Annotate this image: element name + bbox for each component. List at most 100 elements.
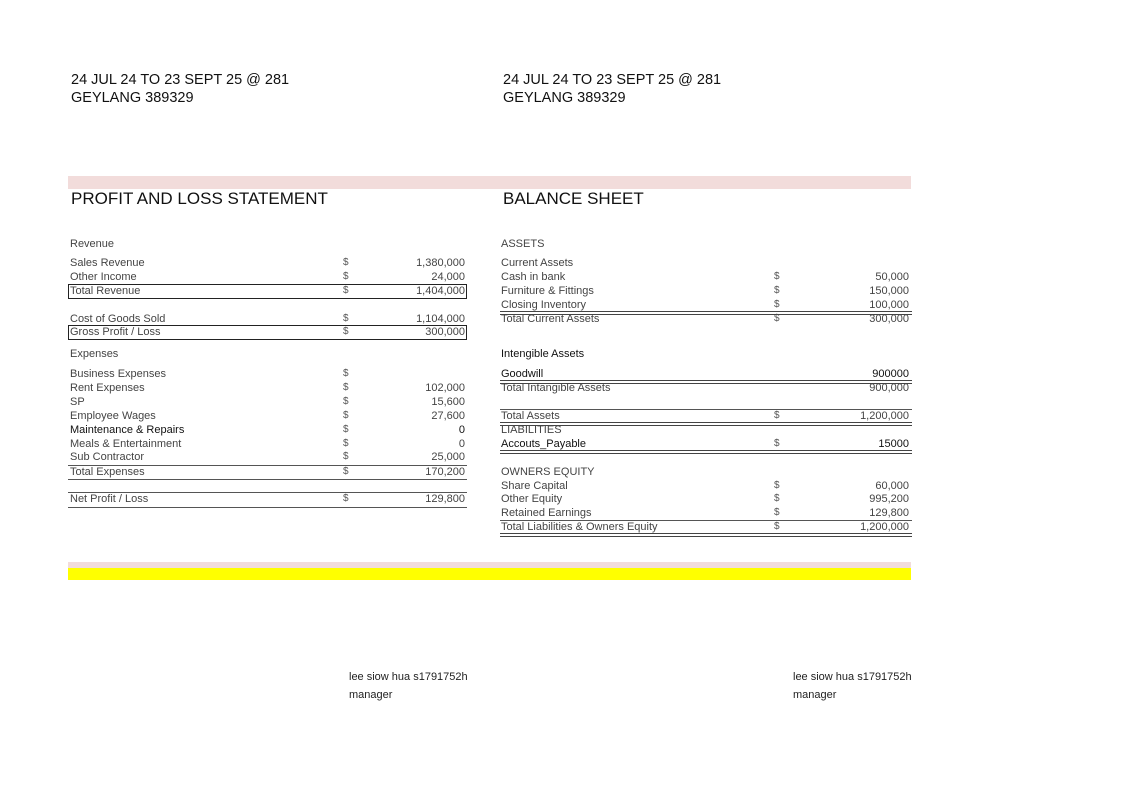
row-label: Meals & Entertainment — [70, 438, 182, 450]
header-left: 24 JUL 24 TO 23 SEPT 25 @ 281 GEYLANG 38… — [71, 71, 289, 107]
row-label: Total Liabilities & Owners Equity — [501, 521, 658, 533]
row-label: Gross Profit / Loss — [70, 326, 161, 338]
currency-symbol: $ — [343, 271, 349, 282]
table-row: ASSETS — [499, 237, 911, 251]
row-value: 129,800 — [869, 507, 909, 519]
row-label: Employee Wages — [70, 410, 156, 422]
header-right: 24 JUL 24 TO 23 SEPT 25 @ 281 GEYLANG 38… — [503, 71, 721, 107]
row-label: Expenses — [70, 348, 119, 360]
row-label: Furniture & Fittings — [501, 285, 594, 297]
row-label: Retained Earnings — [501, 507, 592, 519]
table-row: Cost of Goods Sold $1,104,000 — [68, 312, 467, 326]
row-value: 27,600 — [431, 410, 465, 422]
currency-symbol: $ — [774, 480, 780, 491]
currency-symbol: $ — [774, 493, 780, 504]
row-value: 102,000 — [425, 382, 465, 394]
currency-symbol: $ — [774, 521, 780, 532]
rule — [500, 422, 912, 426]
row-label: Cost of Goods Sold — [70, 313, 166, 325]
table-row: LIABILITIES — [499, 423, 911, 437]
table-row: Meals & Entertainment $0 — [68, 437, 467, 451]
row-label: OWNERS EQUITY — [501, 466, 595, 478]
row-value: 0 — [458, 424, 465, 436]
currency-symbol: $ — [343, 410, 349, 421]
row-label: Total Intangible Assets — [501, 382, 611, 394]
row-value: 50,000 — [875, 271, 909, 283]
currency-symbol: $ — [774, 313, 780, 324]
signature-name: lee siow hua s1791752h — [793, 671, 912, 683]
currency-symbol: $ — [343, 257, 349, 268]
table-row: Total Intangible Assets 900,000 — [499, 381, 911, 395]
row-label: Closing Inventory — [501, 299, 586, 311]
row-label: Net Profit / Loss — [70, 493, 149, 505]
table-row: Total Current Assets $300,000 — [499, 312, 911, 326]
table-row: Accouts_Payable $15000 — [499, 437, 911, 451]
currency-symbol: $ — [343, 382, 349, 393]
header-right-line1: 24 JUL 24 TO 23 SEPT 25 @ 281 — [503, 72, 722, 88]
table-row: Sales Revenue $1,380,000 — [68, 256, 467, 270]
row-label: Goodwill — [501, 368, 544, 380]
rule — [68, 507, 467, 508]
row-value: 1,200,000 — [860, 521, 909, 533]
row-label: Other Equity — [501, 493, 563, 505]
row-value: 100,000 — [869, 299, 909, 311]
signature-right: lee siow hua s1791752h manager — [793, 668, 912, 704]
row-value: 15,600 — [431, 396, 465, 408]
signature-role: manager — [793, 689, 837, 701]
table-row: Total Liabilities & Owners Equity $1,200,… — [499, 520, 911, 534]
rule — [500, 409, 912, 410]
pink-footer-band — [68, 562, 911, 568]
currency-symbol: $ — [343, 424, 349, 435]
rule — [68, 492, 467, 493]
table-row: Total Expenses $170,200 — [68, 465, 467, 479]
row-label: ASSETS — [501, 238, 545, 250]
row-value: 300,000 — [425, 326, 465, 338]
table-row: Other Equity $995,200 — [499, 492, 911, 506]
row-label: Revenue — [70, 238, 115, 250]
currency-symbol: $ — [774, 285, 780, 296]
table-row: Current Assets — [499, 256, 911, 270]
row-label: Business Expenses — [70, 368, 166, 380]
row-label: Sales Revenue — [70, 257, 145, 269]
currency-symbol: $ — [343, 368, 349, 379]
row-label: Cash in bank — [501, 271, 566, 283]
rule — [500, 311, 912, 315]
row-value: 0 — [458, 438, 465, 450]
table-row: Rent Expenses $102,000 — [68, 381, 467, 395]
table-row: SP $15,600 — [68, 395, 467, 409]
row-value: 900000 — [872, 368, 909, 380]
row-label: Other Income — [70, 271, 137, 283]
row-label: LIABILITIES — [501, 424, 562, 436]
currency-symbol: $ — [343, 313, 349, 324]
gross-profit-box — [68, 325, 467, 340]
row-label: Total Assets — [501, 410, 560, 422]
row-label: Sub Contractor — [70, 451, 144, 463]
balance-title: BALANCE SHEET — [503, 189, 644, 208]
row-label: Intengible Assets — [501, 348, 585, 360]
currency-symbol: $ — [774, 507, 780, 518]
currency-symbol: $ — [343, 285, 349, 296]
row-value: 1,104,000 — [416, 313, 465, 325]
row-value: 995,200 — [869, 493, 909, 505]
rule — [500, 533, 912, 537]
table-row: Closing Inventory $100,000 — [499, 298, 911, 312]
table-row: Maintenance & Repairs $0 — [68, 423, 467, 437]
currency-symbol: $ — [343, 451, 349, 462]
row-value: 24,000 — [431, 271, 465, 283]
row-label: Total Expenses — [70, 466, 145, 478]
table-row: Gross Profit / Loss $300,000 — [68, 325, 467, 339]
row-value: 1,404,000 — [416, 285, 465, 297]
table-row: Intengible Assets — [499, 347, 911, 361]
pnl-title: PROFIT AND LOSS STATEMENT — [71, 189, 328, 208]
total-revenue-box — [68, 284, 467, 299]
signature-left: lee siow hua s1791752h manager — [349, 668, 468, 704]
table-row: Retained Earnings $129,800 — [499, 506, 911, 520]
table-row: Net Profit / Loss $129,800 — [68, 492, 467, 506]
row-label: Current Assets — [501, 257, 574, 269]
rule — [500, 520, 912, 521]
row-value: 1,200,000 — [860, 410, 909, 422]
currency-symbol: $ — [774, 299, 780, 310]
table-row: Business Expenses $ — [68, 367, 467, 381]
row-label: Accouts_Payable — [501, 438, 586, 450]
signature-name: lee siow hua s1791752h — [349, 671, 468, 683]
